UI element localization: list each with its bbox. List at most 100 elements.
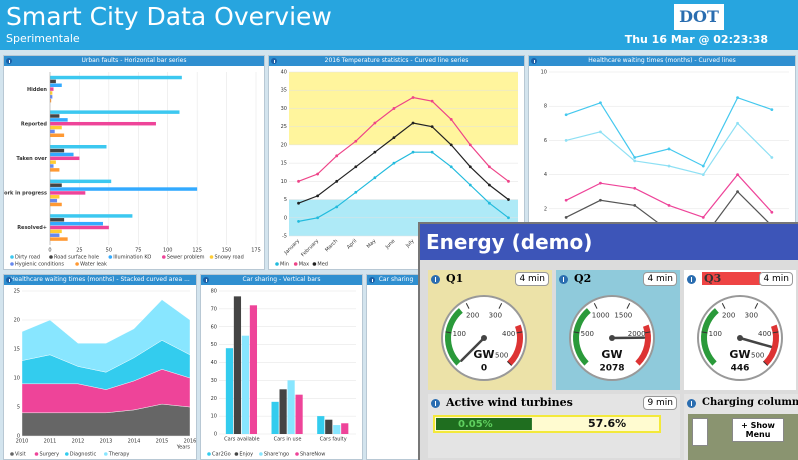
refresh-age[interactable]: 4 min: [759, 272, 793, 286]
bar: [226, 348, 233, 434]
point: [431, 151, 434, 154]
legend-label: Med: [317, 262, 328, 268]
dashboard: Smart City Data Overview Sperimentale DO…: [0, 0, 798, 460]
bar: [50, 76, 182, 79]
x-tick-label: March: [324, 238, 339, 253]
point: [770, 211, 773, 214]
point: [316, 195, 319, 198]
point: [702, 173, 705, 176]
point: [316, 173, 319, 176]
point: [736, 122, 739, 125]
point: [316, 216, 319, 219]
legend-label: Sewer problem: [167, 255, 205, 261]
gauge-value: 2078: [599, 364, 624, 374]
point: [450, 143, 453, 146]
legend-label: ShareNow: [300, 452, 325, 458]
point: [507, 180, 510, 183]
point: [702, 216, 705, 219]
y-tick-label: 25: [281, 124, 287, 130]
y-tick-label: 5: [284, 197, 287, 203]
panel-title: Healthcare waiting times (months) - Curv…: [588, 57, 736, 64]
bar: [288, 380, 295, 434]
category-label: Hidden: [27, 87, 47, 93]
progress-value: 57.6%: [588, 417, 626, 430]
legend-label: Road surface hole: [54, 255, 99, 261]
gauge-hub: [609, 335, 615, 341]
point: [393, 107, 396, 110]
gauge-tick-label: 500: [495, 352, 508, 360]
panel-title: Car sharing - Vertical bars: [242, 276, 320, 283]
y-tick-label: 2: [544, 206, 547, 212]
subtitle: Sperimentale: [6, 32, 80, 45]
refresh-age[interactable]: 4 min: [643, 272, 677, 286]
progress: 0.05% 57.6%: [428, 412, 680, 452]
point: [335, 154, 338, 157]
bar: [50, 164, 54, 167]
x-tick-label: April: [346, 238, 358, 250]
y-tick-label: 10: [211, 414, 217, 420]
y-tick-label: 80: [211, 289, 217, 295]
map-zoom: [692, 418, 708, 446]
y-tick-label: 0: [214, 432, 217, 438]
legend-swatch: [49, 255, 53, 259]
bar: [50, 199, 57, 202]
point: [668, 165, 671, 168]
x-axis-label: Years: [176, 445, 191, 451]
bar: [50, 222, 103, 225]
legend-label: Illumination KO: [113, 255, 151, 261]
y-tick-label: 0: [284, 215, 287, 221]
progress-text: 0.05%: [458, 419, 493, 430]
legend-label: Surgery: [40, 452, 60, 458]
gauge-value: 446: [731, 364, 750, 374]
refresh-age[interactable]: 4 min: [515, 272, 549, 286]
panel-header: Urban faults - Horizontal bar series: [4, 56, 264, 66]
point: [335, 205, 338, 208]
show-menu-button[interactable]: + Show Menu: [732, 418, 784, 442]
gauge: 500100015002000GW2078: [556, 288, 668, 388]
x-tick-label: 2015: [156, 439, 169, 445]
point: [668, 204, 671, 207]
gauge-unit: GW: [473, 348, 494, 361]
charging-widget: Charging columns ma + Show Menu: [684, 394, 798, 460]
x-tick-label: 100: [163, 248, 173, 254]
panel: Car sharing: [366, 274, 426, 460]
widget-label: Q1: [446, 272, 463, 285]
info-icon: [559, 275, 568, 284]
gauge-tick-label: 1500: [614, 312, 632, 320]
gauge-tick-label: 100: [709, 330, 722, 338]
point: [702, 165, 705, 168]
legend-swatch: [295, 452, 299, 456]
panel-title: Urban faults - Horizontal bar series: [82, 57, 187, 64]
map: + Show Menu: [688, 414, 798, 460]
bar: [50, 134, 64, 137]
datetime: Thu 16 Mar @ 02:23:38: [625, 33, 768, 46]
widget-label: Q2: [574, 272, 591, 285]
gauge-widget: Q34 min100200300400500GW446: [684, 270, 796, 390]
panel-title: Car sharing: [379, 276, 414, 283]
widget-header: Charging columns ma: [684, 394, 798, 412]
point: [770, 156, 773, 159]
chart: Car2GoEnjoyShare'ngoShareNow010203040506…: [201, 285, 362, 459]
legend-swatch: [210, 255, 214, 259]
point: [431, 125, 434, 128]
legend-swatch: [65, 452, 69, 456]
point: [565, 113, 568, 116]
refresh-age[interactable]: 9 min: [643, 396, 677, 410]
point: [599, 130, 602, 133]
gauge: 100200300400500GW0: [428, 288, 540, 388]
point: [354, 140, 357, 143]
bar: [50, 84, 62, 87]
gauge-tick-label: 300: [745, 312, 758, 320]
bar: [50, 233, 59, 236]
legend-swatch: [259, 452, 263, 456]
bar: [50, 214, 132, 217]
legend-swatch: [10, 262, 14, 266]
y-tick-label: 50: [211, 342, 217, 348]
widget-header: Q2 4 min: [556, 270, 680, 288]
legend-swatch: [35, 452, 39, 456]
x-tick-label: July: [404, 238, 415, 249]
bar: [50, 226, 109, 229]
x-tick-label: 2013: [100, 439, 113, 445]
